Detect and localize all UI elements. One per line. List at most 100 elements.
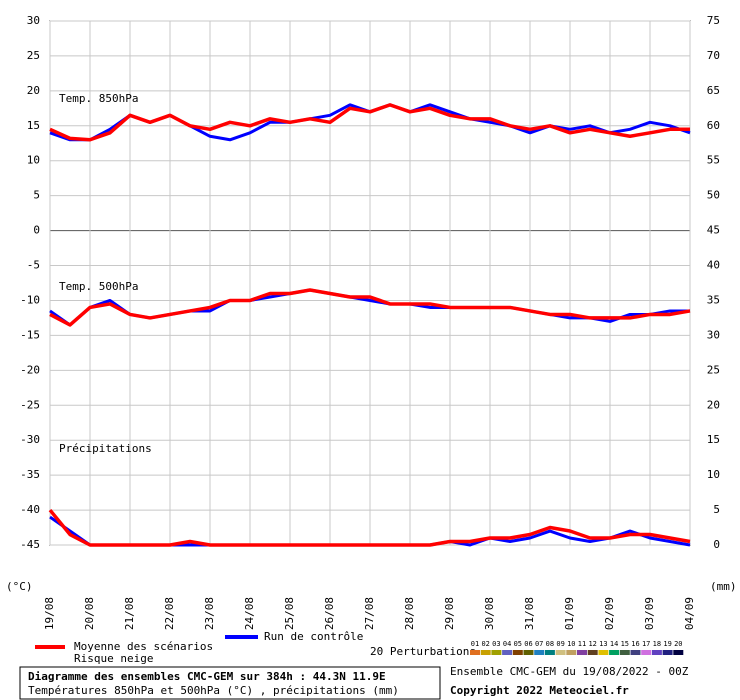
- y-tick-label: -25: [20, 398, 40, 411]
- panel-label: Temp. 500hPa: [59, 280, 138, 293]
- perturbation-label: 06: [524, 640, 532, 648]
- perturbation-label: 14: [610, 640, 618, 648]
- y-unit: (°C): [6, 580, 33, 593]
- y2-tick-label: 20: [707, 398, 720, 411]
- x-tick-label: 22/08: [163, 597, 176, 630]
- perturbation-swatch: [630, 650, 641, 655]
- x-tick-label: 30/08: [483, 597, 496, 630]
- legend-snow: Risque neige: [74, 652, 153, 665]
- y-tick-label: 20: [27, 84, 40, 97]
- perturbation-swatch: [577, 650, 587, 655]
- mean-line: [49, 288, 691, 327]
- legend-mean: Moyenne des scénarios: [74, 640, 213, 653]
- perturbation-swatch: [480, 650, 491, 655]
- y-tick-label: 5: [33, 189, 40, 202]
- footer-title: Diagramme des ensembles CMC-GEM sur 384h…: [28, 670, 386, 683]
- y-tick-label: 0: [33, 224, 40, 237]
- x-tick-label: 20/08: [83, 597, 96, 630]
- panel-label: Temp. 850hPa: [59, 92, 138, 105]
- footer-run: Ensemble CMC-GEM du 19/08/2022 - 00Z: [450, 665, 689, 678]
- x-tick-label: 27/08: [363, 597, 376, 630]
- y2-tick-label: 40: [707, 259, 720, 272]
- x-tick-label: 01/09: [563, 597, 576, 630]
- y2-tick-label: 25: [707, 363, 720, 376]
- perturbation-swatch: [544, 650, 555, 655]
- perturbation-label: 20: [674, 640, 682, 648]
- y-tick-label: -15: [20, 328, 40, 341]
- y2-tick-label: 35: [707, 293, 720, 306]
- perturbation-label: 07: [535, 640, 543, 648]
- x-tick-label: 25/08: [283, 597, 296, 630]
- y2-tick-label: 45: [707, 224, 720, 237]
- perturbation-swatch: [673, 650, 684, 655]
- perturbation-label: 02: [481, 640, 489, 648]
- x-tick-label: 23/08: [203, 597, 216, 630]
- y-tick-label: -40: [20, 503, 40, 516]
- perturbation-label: 17: [642, 640, 650, 648]
- y2-tick-label: 30: [707, 328, 720, 341]
- perturbation-swatch: [619, 650, 630, 655]
- x-tick-label: 02/09: [603, 597, 616, 630]
- perturbation-label: 01: [471, 640, 479, 648]
- x-tick-label: 24/08: [243, 597, 256, 630]
- perturbation-swatch: [491, 650, 502, 655]
- x-tick-label: 29/08: [443, 597, 456, 630]
- perturbation-label: 09: [556, 640, 564, 648]
- y2-tick-label: 0: [713, 538, 720, 551]
- x-tick-label: 04/09: [683, 597, 696, 630]
- y2-unit: (mm): [710, 580, 737, 593]
- y2-tick-label: 10: [707, 468, 720, 481]
- mean-line: [49, 103, 690, 142]
- perturbation-label: 03: [492, 640, 500, 648]
- perturbation-label: 16: [631, 640, 639, 648]
- y-tick-label: -45: [20, 538, 40, 551]
- y-tick-label: 30: [27, 14, 40, 27]
- footer-subtitle: Températures 850hPa et 500hPa (°C) , pré…: [28, 684, 399, 697]
- y-tick-label: -10: [20, 293, 40, 306]
- legend-perturbations: 20 Perturbations: [370, 645, 476, 658]
- legend-control: Run de contrôle: [264, 630, 363, 643]
- y-tick-label: 25: [27, 49, 40, 62]
- perturbation-swatch: [587, 650, 598, 655]
- perturbation-label: 12: [588, 640, 596, 648]
- perturbation-label: 19: [663, 640, 671, 648]
- perturbation-label: 18: [653, 640, 661, 648]
- y-tick-label: 15: [27, 119, 40, 132]
- perturbation-swatch: [566, 650, 577, 655]
- perturbation-label: 11: [578, 640, 586, 648]
- x-tick-label: 03/09: [643, 597, 656, 630]
- perturbation-swatch: [512, 650, 523, 655]
- x-tick-label: 19/08: [43, 597, 56, 630]
- perturbation-swatch: [555, 650, 566, 655]
- perturbation-label: 10: [567, 640, 575, 648]
- y2-tick-label: 65: [707, 84, 720, 97]
- perturbation-swatch: [502, 650, 513, 655]
- y2-tick-label: 75: [707, 14, 720, 27]
- footer-box: [19, 666, 441, 700]
- perturbation-label: 15: [621, 640, 629, 648]
- x-tick-label: 31/08: [523, 597, 536, 630]
- perturbation-label: 04: [503, 640, 511, 648]
- x-tick-label: 28/08: [403, 597, 416, 630]
- x-tick-label: 21/08: [123, 597, 136, 630]
- y2-tick-label: 5: [713, 503, 720, 516]
- x-tick-label: 26/08: [323, 597, 336, 630]
- perturbation-swatch: [641, 650, 652, 655]
- perturbation-swatch: [523, 650, 534, 655]
- y-tick-label: -30: [20, 433, 40, 446]
- y-tick-label: -35: [20, 468, 40, 481]
- panel-label: Précipitations: [59, 442, 152, 455]
- perturbation-label: 05: [514, 640, 522, 648]
- footer-copyright: Copyright 2022 Meteociel.fr: [450, 684, 629, 697]
- y2-tick-label: 70: [707, 49, 720, 62]
- mean-line: [48, 508, 691, 547]
- perturbation-swatch: [609, 650, 620, 655]
- y2-tick-label: 50: [707, 189, 720, 202]
- perturbation-swatch: [662, 650, 673, 655]
- perturbation-swatch: [470, 650, 480, 655]
- y-tick-label: -20: [20, 363, 40, 376]
- y2-tick-label: 15: [707, 433, 720, 446]
- y-tick-label: -5: [27, 259, 40, 272]
- y2-tick-label: 60: [707, 119, 720, 132]
- perturbation-swatch: [598, 650, 609, 655]
